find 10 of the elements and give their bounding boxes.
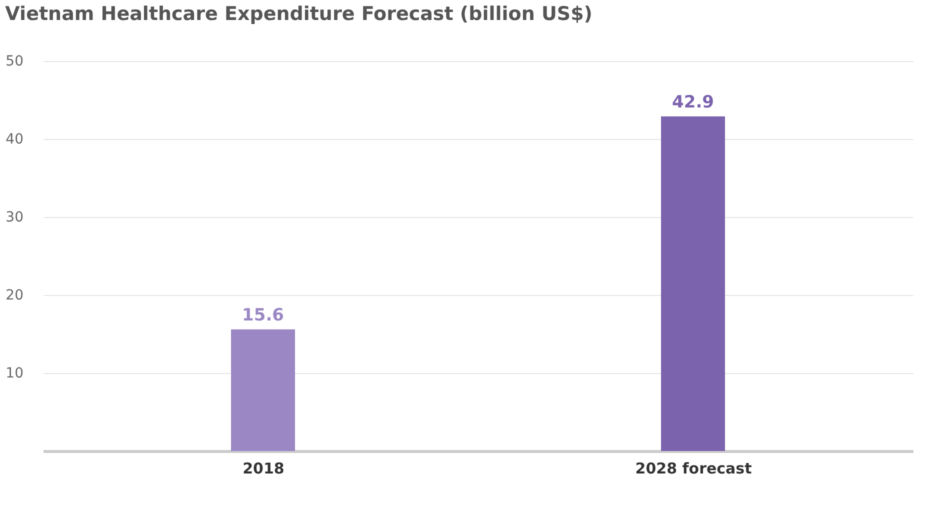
y-tick-label: 50 bbox=[6, 54, 24, 70]
y-tick-label: 10 bbox=[6, 366, 24, 382]
chart-title: Vietnam Healthcare Expenditure Forecast (billion US$) bbox=[5, 3, 592, 25]
x-tick-label: 2018 bbox=[242, 460, 284, 478]
x-tick-label: 2028 forecast bbox=[635, 460, 752, 478]
y-tick-label: 30 bbox=[6, 210, 24, 226]
y-tick-label: 40 bbox=[6, 132, 24, 148]
data-label: 15.6 bbox=[242, 305, 284, 326]
data-label: 42.9 bbox=[672, 92, 714, 112]
y-tick-label: 20 bbox=[6, 288, 24, 304]
